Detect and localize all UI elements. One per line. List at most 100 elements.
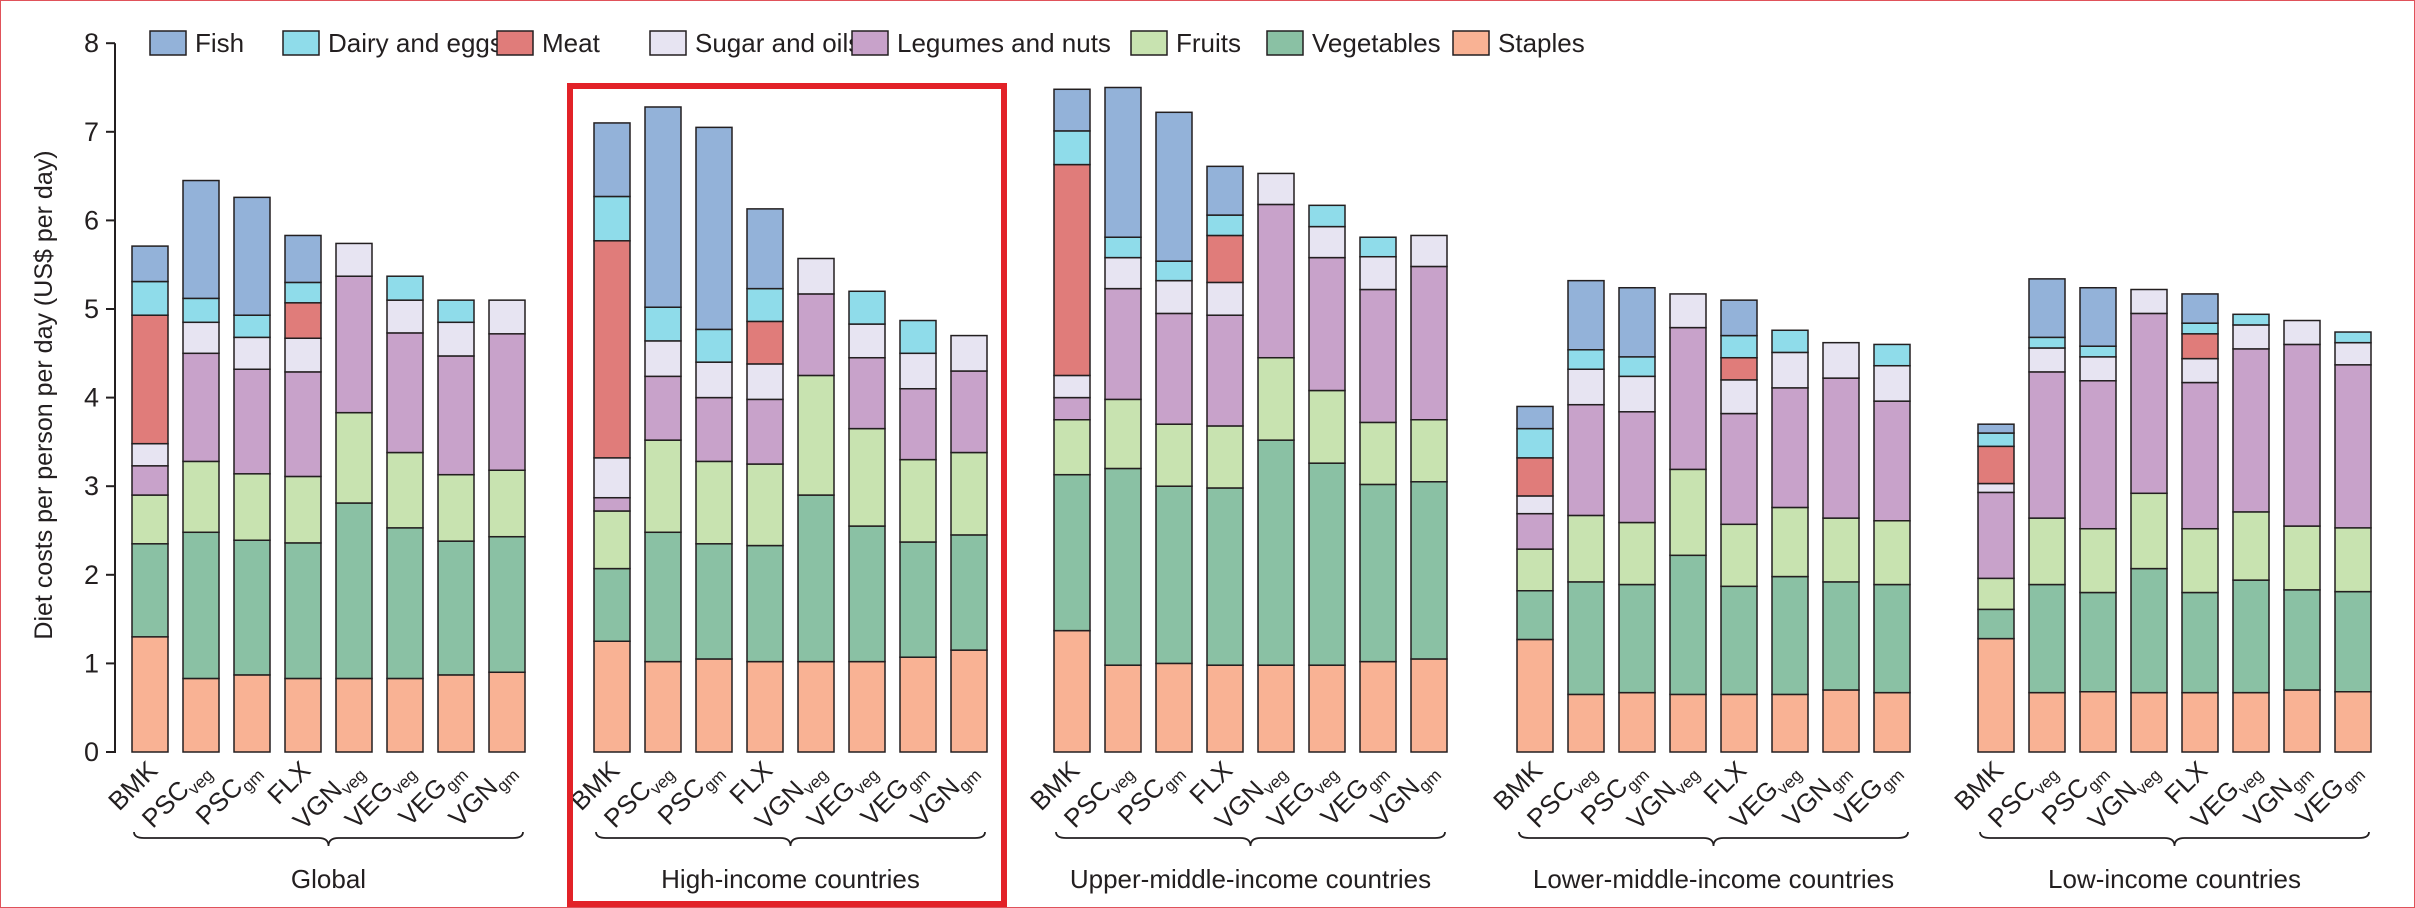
bar-segment-legumes-and-nuts — [695, 396, 733, 463]
bar-segment-vegetables — [593, 567, 631, 643]
bar-segment-legumes-and-nuts — [182, 352, 220, 463]
bar-segment-dairy-and-eggs — [1155, 260, 1193, 282]
bar-segment-dairy-and-eggs — [2079, 345, 2117, 358]
legend-label-meat: Meat — [542, 28, 601, 58]
bar-segment-dairy-and-eggs — [899, 319, 937, 355]
bar-segment-staples — [593, 640, 631, 753]
bar-segment-sugar-and-oils — [1822, 341, 1860, 379]
bar-segment-legumes-and-nuts — [1410, 265, 1448, 421]
bar-segment-sugar-and-oils — [746, 363, 784, 401]
bar-segment-sugar-and-oils — [1359, 255, 1397, 291]
bar-segment-fruits — [1977, 577, 2015, 611]
bar-segment-legumes-and-nuts — [950, 370, 988, 454]
y-tick-label: 0 — [84, 737, 99, 767]
legend-swatch-fruits — [1130, 30, 1168, 56]
bar-segment-dairy-and-eggs — [233, 314, 271, 339]
bar-segment-vegetables — [386, 527, 424, 680]
legend-swatch-sugar-and-oils — [649, 30, 687, 56]
y-tick-label: 5 — [84, 294, 99, 324]
bar-segment-vegetables — [1771, 575, 1809, 696]
bar-segment-staples — [1873, 691, 1911, 753]
bar-segment-sugar-and-oils — [131, 442, 169, 467]
bar-segment-sugar-and-oils — [2283, 319, 2321, 346]
bar-segment-fruits — [644, 439, 682, 534]
bar-segment-sugar-and-oils — [2181, 357, 2219, 384]
bar-segment-legumes-and-nuts — [335, 275, 373, 414]
bar-segment-fruits — [1618, 521, 1656, 586]
bar-segment-fruits — [182, 460, 220, 534]
bar-segment-vegetables — [1669, 554, 1707, 696]
bar-segment-sugar-and-oils — [695, 361, 733, 399]
bar-segment-fruits — [1053, 419, 1091, 476]
bar-segment-legumes-and-nuts — [1155, 312, 1193, 425]
bar-global-2 — [233, 196, 271, 753]
bar-segment-fruits — [1257, 356, 1295, 441]
group-brace — [1055, 831, 1446, 847]
bar-segment-legumes-and-nuts — [1771, 387, 1809, 509]
bar-segment-dairy-and-eggs — [644, 306, 682, 342]
bar-segment-fish — [644, 106, 682, 308]
bar-segment-fruits — [131, 494, 169, 545]
bar-segment-meat — [284, 302, 322, 339]
y-tick-label: 8 — [84, 28, 99, 58]
legend-swatch-staples — [1452, 30, 1490, 56]
bar-segment-sugar-and-oils — [437, 321, 475, 357]
bar-segment-staples — [1771, 693, 1809, 753]
bar-segment-dairy-and-eggs — [746, 287, 784, 323]
bar-segment-vegetables — [1567, 581, 1605, 696]
bar-segment-fruits — [1359, 421, 1397, 486]
bar-segment-sugar-and-oils — [1053, 374, 1091, 399]
bar-segment-legumes-and-nuts — [848, 356, 886, 430]
legend-label-staples: Staples — [1498, 28, 1585, 58]
bar-segment-fruits — [1516, 548, 1554, 592]
bar-segment-meat — [1206, 234, 1244, 284]
bar-segment-sugar-and-oils — [1669, 293, 1707, 329]
legend-label-legumes-and-nuts: Legumes and nuts — [897, 28, 1111, 58]
bar-segment-dairy-and-eggs — [1873, 343, 1911, 367]
bar-segment-legumes-and-nuts — [437, 355, 475, 476]
bar-segment-legumes-and-nuts — [1977, 491, 2015, 580]
legend-label-vegetables: Vegetables — [1312, 28, 1441, 58]
bar-segment-legumes-and-nuts — [1873, 400, 1911, 522]
bar-high-income-countries-7 — [950, 334, 988, 753]
bar-segment-dairy-and-eggs — [1567, 349, 1605, 370]
bar-segment-dairy-and-eggs — [284, 281, 322, 304]
bar-segment-sugar-and-oils — [1308, 225, 1346, 259]
bar-segment-legumes-and-nuts — [1516, 512, 1554, 550]
bar-segment-legumes-and-nuts — [1720, 412, 1758, 526]
bar-segment-legumes-and-nuts — [1669, 326, 1707, 471]
bar-segment-legumes-and-nuts — [2028, 371, 2066, 519]
bar-segment-staples — [1618, 691, 1656, 753]
bar-segment-dairy-and-eggs — [2028, 336, 2066, 349]
bar-segment-sugar-and-oils — [1567, 368, 1605, 406]
bar-segment-legumes-and-nuts — [746, 398, 784, 465]
bar-segment-staples — [131, 636, 169, 753]
bars — [131, 86, 2372, 753]
bar-segment-dairy-and-eggs — [1359, 236, 1397, 258]
bar-segment-sugar-and-oils — [233, 336, 271, 370]
bar-upper-middle-income-countries-2 — [1155, 111, 1193, 753]
bar-upper-middle-income-countries-3 — [1206, 165, 1244, 753]
bar-segment-vegetables — [1257, 439, 1295, 666]
bar-global-5 — [386, 275, 424, 753]
bar-global-6 — [437, 299, 475, 753]
bar-segment-fruits — [386, 451, 424, 529]
bar-segment-staples — [1257, 664, 1295, 753]
bar-segment-staples — [2028, 691, 2066, 753]
bar-segment-legumes-and-nuts — [233, 368, 271, 475]
bar-high-income-countries-5 — [848, 290, 886, 753]
bar-segment-meat — [593, 240, 631, 459]
bar-segment-vegetables — [1359, 483, 1397, 663]
bar-segment-vegetables — [695, 543, 733, 660]
bar-segment-vegetables — [182, 531, 220, 680]
bar-segment-fruits — [2028, 517, 2066, 586]
bar-segment-sugar-and-oils — [2130, 288, 2168, 315]
group-label-high-income-countries: High-income countries — [661, 864, 920, 894]
bar-segment-sugar-and-oils — [797, 257, 835, 295]
bar-segment-legumes-and-nuts — [1618, 411, 1656, 524]
bar-segment-fruits — [2181, 527, 2219, 594]
bar-segment-vegetables — [848, 525, 886, 663]
legend-swatch-meat — [496, 30, 534, 56]
y-tick-label: 6 — [84, 205, 99, 235]
